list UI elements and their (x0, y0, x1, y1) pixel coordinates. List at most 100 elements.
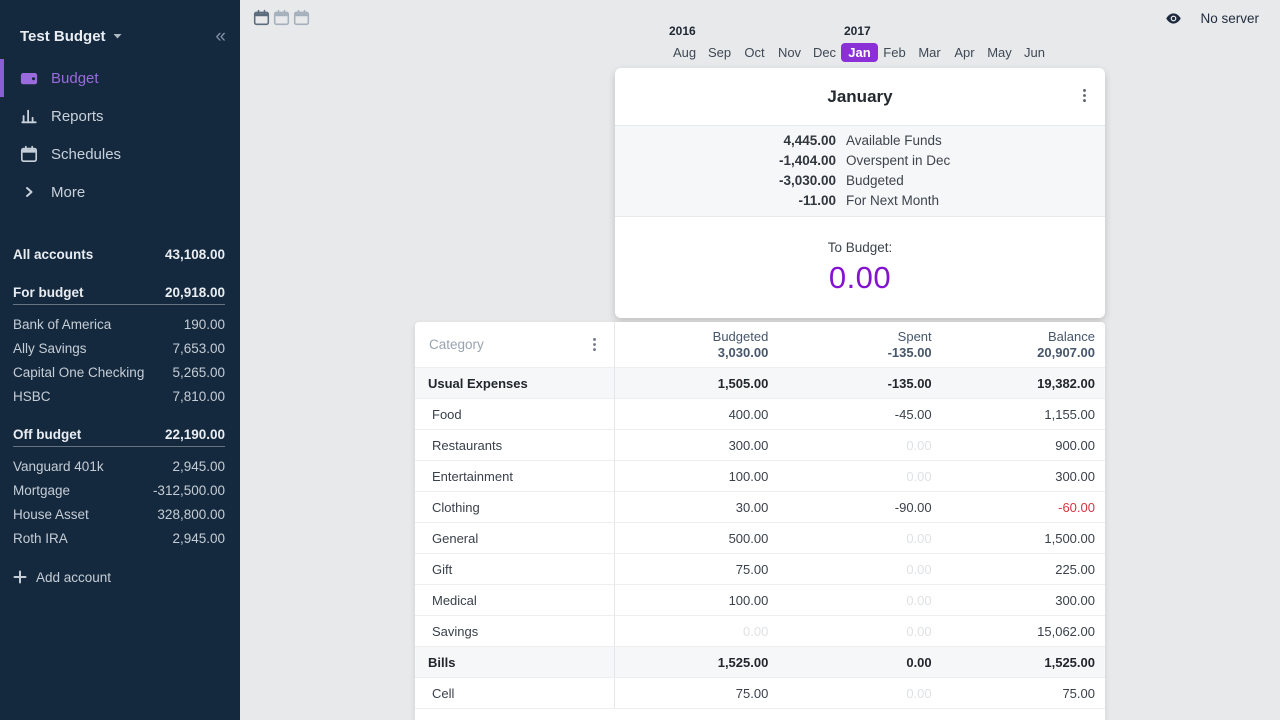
category-name[interactable]: Food (432, 406, 462, 422)
category-row: General 500.00 0.00 1,500.00 (415, 522, 1105, 553)
category-menu-kebab-icon[interactable] (587, 337, 602, 352)
budgeted-column-header[interactable]: Budgeted 3,030.00 (615, 329, 778, 367)
account-row[interactable]: Ally Savings 7,653.00 (13, 336, 225, 360)
budgeted-cell[interactable]: 75.00 (735, 685, 769, 701)
account-row[interactable]: Mortgage -312,500.00 (13, 478, 225, 502)
account-row[interactable]: Roth IRA 2,945.00 (13, 526, 225, 550)
account-balance: 2,945.00 (172, 530, 225, 546)
budgeted-cell[interactable]: 400.00 (728, 406, 769, 422)
server-status-button[interactable]: No server (1200, 11, 1259, 26)
show-3-months-button[interactable] (293, 9, 310, 26)
spent-cell[interactable]: -45.00 (894, 406, 932, 422)
budget-file-menu[interactable]: Test Budget (20, 28, 122, 45)
spent-cell[interactable]: 0.00 (906, 623, 932, 639)
all-accounts-row[interactable]: All accounts 43,108.00 (13, 242, 225, 266)
account-name: Mortgage (13, 482, 71, 498)
summary-row: 4,445.00 Available Funds (615, 131, 1105, 151)
budgeted-cell[interactable]: 300.00 (728, 437, 769, 453)
budgeted-cell[interactable]: 30.00 (735, 499, 769, 515)
category-name[interactable]: Restaurants (432, 437, 503, 453)
budgeted-cell[interactable]: 0.00 (743, 623, 769, 639)
show-1-month-button[interactable] (253, 9, 270, 26)
month-button[interactable]: Aug (667, 42, 702, 63)
off-budget-account-list: Vanguard 401k 2,945.00 Mortgage -312,500… (13, 454, 225, 550)
category-name[interactable]: Entertainment (432, 468, 513, 484)
month-button[interactable]: Mar (912, 42, 947, 63)
spent-cell[interactable]: 0.00 (906, 437, 932, 453)
show-2-months-button[interactable] (273, 9, 290, 26)
account-row[interactable]: House Asset 328,800.00 (13, 502, 225, 526)
budgeted-cell[interactable]: 500.00 (728, 530, 769, 546)
category-name[interactable]: General (432, 530, 479, 546)
calendar-icon (20, 145, 38, 163)
for-budget-balance: 20,918.00 (164, 285, 225, 300)
month-button[interactable]: Sep (702, 42, 737, 63)
balance-cell[interactable]: 1,155.00 (1044, 406, 1095, 422)
category-name[interactable]: Medical (432, 592, 477, 608)
account-row[interactable]: Capital One Checking 5,265.00 (13, 360, 225, 384)
month-button[interactable]: Nov (772, 42, 807, 63)
spent-cell[interactable]: 0.00 (906, 561, 932, 577)
month-button[interactable]: May (982, 42, 1017, 63)
sidebar: Test Budget « Budget Reports Schedules M… (0, 0, 240, 720)
sidebar-item-budget[interactable]: Budget (0, 59, 240, 97)
spent-column-total: -135.00 (887, 345, 932, 360)
spent-column-header[interactable]: Spent -135.00 (778, 329, 941, 367)
balance-cell[interactable]: 75.00 (1062, 685, 1095, 701)
to-budget-amount[interactable]: 0.00 (828, 260, 892, 295)
account-row[interactable]: HSBC 7,810.00 (13, 384, 225, 408)
spent-cell[interactable]: 0.00 (906, 592, 932, 608)
category-name[interactable]: Clothing (432, 499, 480, 515)
balance-cell[interactable]: -60.00 (1058, 499, 1095, 515)
category-name[interactable]: Savings (432, 623, 479, 639)
group-spent-total: -135.00 (887, 375, 932, 391)
account-name: Bank of America (13, 316, 112, 332)
sidebar-collapse-button[interactable]: « (215, 25, 226, 47)
sidebar-item-schedules[interactable]: Schedules (0, 135, 240, 173)
add-account-button[interactable]: Add account (13, 565, 225, 589)
balance-column-header[interactable]: Balance 20,907.00 (942, 329, 1105, 367)
month-button[interactable]: Oct (737, 42, 772, 63)
month-button[interactable]: Jan (841, 42, 878, 63)
month-button[interactable]: Dec (807, 42, 842, 63)
month-button[interactable]: Feb (877, 42, 912, 63)
spent-cell[interactable]: 0.00 (906, 468, 932, 484)
account-balance: 2,945.00 (172, 458, 225, 474)
privacy-eye-icon[interactable] (1165, 10, 1182, 27)
spent-cell[interactable]: -90.00 (894, 499, 932, 515)
sidebar-nav-label: Budget (51, 69, 99, 87)
category-name[interactable]: Gift (432, 561, 453, 577)
sidebar-item-reports[interactable]: Reports (0, 97, 240, 135)
spent-cell[interactable]: 0.00 (906, 685, 932, 701)
balance-cell[interactable]: 300.00 (1055, 468, 1095, 484)
account-balance: 328,800.00 (157, 506, 225, 522)
group-budgeted-total: 1,525.00 (717, 654, 769, 670)
account-row[interactable]: Bank of America 190.00 (13, 312, 225, 336)
category-row: Clothing 30.00 -90.00 -60.00 (415, 491, 1105, 522)
account-row[interactable]: Vanguard 401k 2,945.00 (13, 454, 225, 478)
spent-cell[interactable]: 0.00 (906, 530, 932, 546)
budgeted-cell[interactable]: 100.00 (728, 468, 769, 484)
account-balance: 7,653.00 (172, 340, 225, 356)
balance-cell[interactable]: 1,500.00 (1044, 530, 1095, 546)
month-button[interactable]: Apr (947, 42, 982, 63)
balance-cell[interactable]: 225.00 (1055, 561, 1095, 577)
month-menu-kebab-icon[interactable] (1077, 88, 1092, 103)
off-budget-balance: 22,190.00 (164, 427, 225, 442)
account-balance: 5,265.00 (172, 364, 225, 380)
for-budget-row[interactable]: For budget 20,918.00 (13, 281, 225, 305)
budgeted-cell[interactable]: 100.00 (728, 592, 769, 608)
off-budget-row[interactable]: Off budget 22,190.00 (13, 423, 225, 447)
month-button-label: Nov (777, 45, 802, 60)
sidebar-nav: Budget Reports Schedules More (0, 59, 240, 211)
balance-cell[interactable]: 15,062.00 (1037, 623, 1095, 639)
balance-cell[interactable]: 300.00 (1055, 592, 1095, 608)
budgeted-cell[interactable]: 75.00 (735, 561, 769, 577)
account-name: Roth IRA (13, 530, 68, 546)
category-group-row[interactable]: Usual Expenses 1,505.00 -135.00 19,382.0… (415, 367, 1105, 398)
category-name[interactable]: Cell (432, 685, 455, 701)
month-button[interactable]: Jun (1017, 42, 1052, 63)
category-group-row[interactable]: Bills 1,525.00 0.00 1,525.00 (415, 646, 1105, 677)
sidebar-item-more[interactable]: More (0, 173, 240, 211)
balance-cell[interactable]: 900.00 (1055, 437, 1095, 453)
